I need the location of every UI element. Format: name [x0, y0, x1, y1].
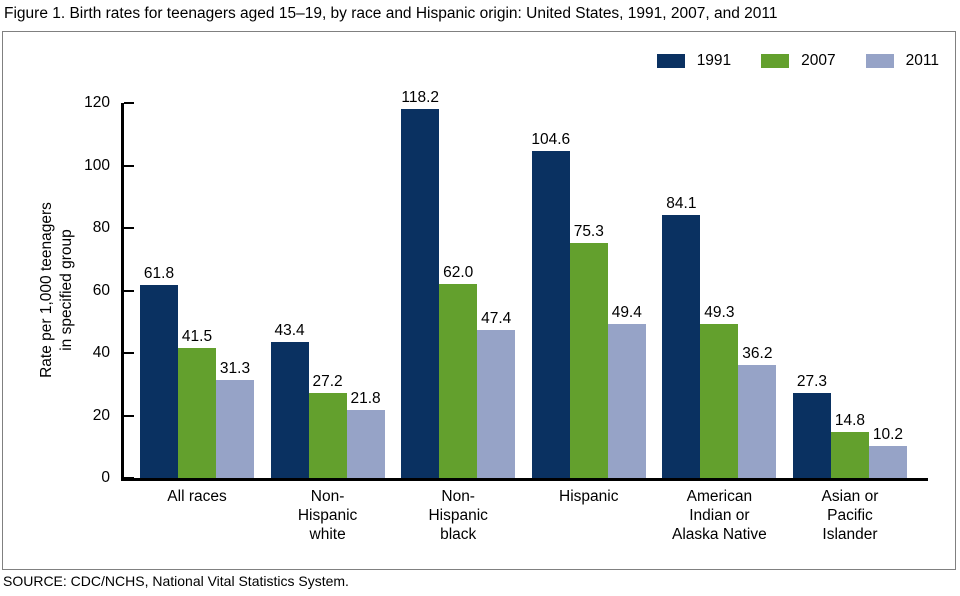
bar-2011: 21.8: [346, 390, 385, 478]
bar-value-label: 41.5: [181, 328, 213, 346]
y-tick: [124, 102, 134, 104]
bar-2007: 41.5: [178, 328, 216, 478]
bar-value-label: 21.8: [350, 389, 381, 407]
bar-2007: 75.3: [569, 223, 608, 478]
bar-1991: 61.8: [140, 265, 178, 478]
legend-label: 1991: [696, 52, 732, 69]
y-tick-label: 100: [84, 156, 110, 174]
bar-2007: 49.3: [700, 304, 739, 478]
bar-2011: 47.4: [477, 310, 516, 478]
category-label: All races: [167, 488, 227, 505]
y-tick: [124, 414, 134, 417]
y-tick: [124, 352, 134, 354]
bar-value-label: 61.8: [143, 264, 175, 282]
bar-value-label: 36.2: [742, 344, 773, 362]
y-tick: [124, 227, 134, 229]
bar-1991: 43.4: [270, 322, 309, 478]
bar-value-label: 49.4: [611, 303, 642, 321]
y-tick: [124, 164, 134, 167]
bar-1991: 104.6: [531, 131, 570, 478]
figure-title: Figure 1. Birth rates for teenagers aged…: [4, 5, 778, 22]
bar-value-label: 27.3: [796, 372, 828, 390]
bar-2007: 14.8: [830, 412, 869, 478]
category-label: Non- Hispanic black: [428, 488, 488, 543]
category-label: Hispanic: [559, 488, 619, 505]
legend-swatch-1991: [656, 54, 685, 68]
bar-group: 84.1 49.3 36.2 American Indian or Alaska Na…: [662, 72, 777, 543]
legend-label: 2011: [905, 52, 939, 69]
legend: 1991 2007 2011: [656, 52, 939, 70]
category-label: Non- Hispanic white: [297, 488, 358, 543]
bar-2011: 36.2: [738, 345, 777, 478]
bar-group: 27.3 14.8 10.2 Asian or Pacific Islander: [792, 72, 907, 543]
bar-value-label: 27.2: [312, 373, 343, 390]
legend-swatch-2007: [761, 54, 790, 68]
y-tick-label: 20: [92, 406, 110, 424]
bar-value-label: 43.4: [274, 322, 305, 340]
plot-area: 61.8 41.5 31.3 All races 43.4 27.2 21.8 Non- Hi…: [124, 72, 931, 543]
bar-value-label: 49.3: [704, 303, 735, 321]
category-label: American Indian or Alaska Native: [671, 488, 767, 543]
y-tick-label: 120: [84, 94, 110, 111]
y-tick-label: 40: [92, 344, 110, 361]
bar-2011: 49.4: [607, 304, 646, 478]
bar-value-label: 14.8: [834, 411, 866, 429]
chart-frame: 1991 2007 2011 Rate per 1,000 teenagers in…: [2, 31, 956, 570]
x-axis-line: [121, 478, 928, 481]
bar-2011: 10.2: [868, 426, 907, 478]
legend-label: 2007: [801, 52, 836, 69]
bar-2007: 62.0: [439, 264, 478, 478]
bar-group: 61.8 41.5 31.3 All races: [140, 72, 254, 505]
bar-value-label: 104.6: [531, 131, 571, 149]
legend-item-2007: 2007: [761, 52, 836, 70]
y-tick-label: 60: [92, 281, 110, 299]
legend-item-2011: 2011: [865, 52, 939, 70]
legend-item-1991: 1991: [656, 52, 732, 70]
bar-value-label: 62.0: [443, 264, 474, 282]
legend-swatch-2011: [865, 54, 894, 68]
bar-value-label: 31.3: [219, 360, 251, 378]
bar-group: 118.2 62.0 47.4 Non- Hispanic black: [401, 72, 516, 543]
bar-group: 104.6 75.3 49.4 Hispanic: [531, 72, 646, 505]
bar-group: 43.4 27.2 21.8 Non- Hispanic white: [270, 72, 385, 543]
bar-value-label: 47.4: [481, 309, 512, 327]
y-tick: [124, 289, 134, 292]
bar-value-label: 10.2: [872, 426, 904, 444]
y-tick-label: 0: [101, 469, 110, 486]
category-label: Asian or Pacific Islander: [821, 488, 879, 543]
bar-2011: 31.3: [216, 360, 254, 478]
y-tick-label: 80: [92, 219, 110, 236]
bar-2007: 27.2: [308, 373, 347, 478]
bar-1991: 84.1: [662, 195, 701, 478]
source-note: SOURCE: CDC/NCHS, National Vital Statist…: [3, 573, 349, 589]
bar-1991: 118.2: [401, 89, 440, 478]
bar-value-label: 84.1: [666, 195, 697, 213]
bar-value-label: 75.3: [573, 222, 604, 240]
bar-1991: 27.3: [792, 373, 831, 478]
y-axis-line: [121, 103, 124, 481]
bar-value-label: 118.2: [401, 88, 440, 106]
